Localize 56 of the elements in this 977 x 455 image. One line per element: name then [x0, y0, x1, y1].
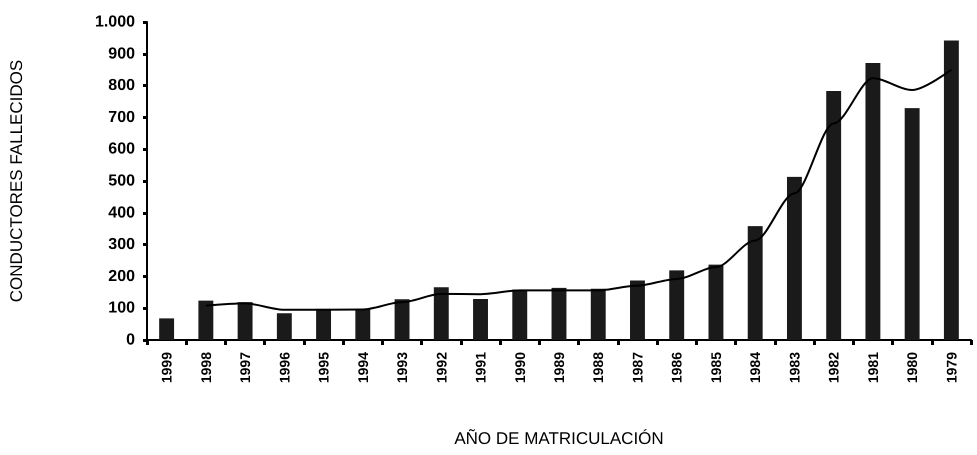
bar: [512, 289, 528, 340]
x-tick-label: 1998: [198, 352, 214, 384]
bar: [552, 288, 566, 340]
x-tick-label: 1995: [316, 352, 332, 384]
x-tick-label: 1992: [433, 352, 450, 384]
bar: [944, 40, 959, 340]
x-axis-title: AÑO DE MATRICULACIÓN: [454, 429, 664, 448]
y-tick-label: 500: [108, 172, 136, 190]
bar: [904, 108, 920, 340]
y-tick-label: 700: [108, 108, 136, 126]
x-tick-label: 1999: [158, 352, 175, 384]
y-tick-label: 0: [126, 332, 136, 348]
line-series: [204, 68, 952, 311]
y-tick-label: 800: [108, 77, 136, 94]
x-tick-label: 1993: [394, 352, 410, 384]
bar: [590, 288, 606, 340]
bar: [786, 176, 802, 340]
bar: [630, 280, 645, 340]
y-tick-label: 300: [108, 236, 136, 254]
x-tick-label: 1997: [237, 352, 254, 384]
bar: [198, 300, 214, 340]
bar: [669, 270, 684, 340]
bar: [238, 302, 253, 340]
y-tick-label: 400: [108, 204, 136, 222]
bar: [355, 308, 370, 340]
x-tick-label: 1985: [708, 352, 724, 384]
bar: [865, 63, 880, 340]
bar: [159, 318, 174, 340]
bar: [826, 91, 842, 340]
y-tick-label: 200: [108, 268, 136, 285]
x-tick-label: 1984: [747, 352, 764, 384]
bar: [394, 299, 410, 340]
x-tick-label: 1982: [826, 352, 842, 384]
y-tick-label: 1.000: [94, 14, 136, 30]
x-tick-label: 1986: [668, 352, 685, 384]
x-tick-label: 1987: [629, 352, 646, 384]
x-tick-label: 1981: [864, 352, 881, 384]
bar: [708, 264, 724, 340]
x-tick-label: 1979: [943, 352, 960, 384]
x-tick-label: 1991: [472, 352, 489, 384]
x-tick-label: 1980: [904, 352, 920, 384]
bar: [276, 313, 292, 340]
y-axis-title: CONDUCTORES FALLECIDOS: [7, 60, 26, 302]
x-tick-label: 1990: [512, 352, 528, 384]
bar: [748, 226, 763, 340]
y-tick-label: 600: [108, 140, 136, 158]
bar: [473, 298, 488, 340]
y-tick-label: 100: [108, 300, 136, 317]
bar: [434, 287, 449, 340]
y-tick-label: 900: [108, 45, 136, 62]
x-tick-label: 1983: [786, 352, 802, 384]
x-tick-label: 1996: [276, 352, 292, 384]
x-tick-label: 1988: [590, 352, 606, 384]
bar: [316, 308, 332, 340]
x-tick-label: 1989: [551, 352, 567, 384]
x-tick-label: 1994: [354, 352, 371, 384]
